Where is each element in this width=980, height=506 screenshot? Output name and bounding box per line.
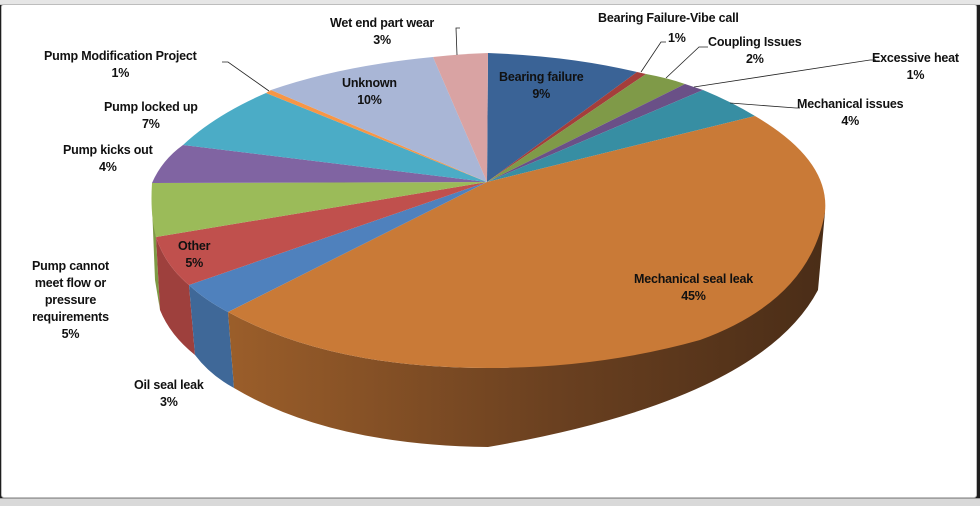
label-pct: 3% bbox=[160, 395, 178, 409]
label-name: Bearing failure bbox=[499, 70, 584, 84]
label-name: Mechanical issues bbox=[797, 97, 904, 111]
label-pct: 10% bbox=[357, 93, 382, 107]
label-pump-cannot: Pump cannot meet flow or pressure requir… bbox=[32, 258, 109, 343]
slice-other[interactable] bbox=[156, 182, 487, 285]
label-pct: 4% bbox=[841, 114, 860, 128]
label-bearing-failure: Bearing failure 9% bbox=[499, 69, 584, 103]
spreadsheet-bottom-strip bbox=[0, 498, 980, 506]
label-name: Bearing Failure-Vibe call bbox=[598, 11, 739, 25]
slice-unknown[interactable] bbox=[271, 57, 487, 182]
side-pump-cannot bbox=[152, 205, 160, 310]
label-mech-issues: Mechanical issues 4% bbox=[797, 96, 904, 130]
label-name: Oil seal leak bbox=[134, 378, 204, 392]
slice-bearing-failure[interactable] bbox=[487, 53, 637, 182]
label-name: Excessive heat bbox=[872, 51, 959, 65]
slice-excessive-heat[interactable] bbox=[487, 84, 703, 182]
label-pct: 1% bbox=[111, 66, 130, 80]
label-kicks-out: Pump kicks out 4% bbox=[63, 142, 153, 176]
slice-mod-project[interactable] bbox=[266, 90, 487, 182]
label-unknown: Unknown 10% bbox=[342, 75, 397, 109]
label-mod-project: Pump Modification Project 1% bbox=[44, 48, 197, 82]
label-other: Other 5% bbox=[178, 238, 211, 272]
label-line: meet flow or bbox=[34, 276, 107, 290]
label-name: Wet end part wear bbox=[330, 16, 435, 30]
label-pct: 4% bbox=[98, 160, 117, 174]
label-pct: 5% bbox=[61, 327, 80, 341]
label-pct: 45% bbox=[681, 289, 706, 303]
label-pct: 5% bbox=[185, 256, 203, 270]
slice-mech-issues[interactable] bbox=[487, 90, 755, 182]
label-name: Pump kicks out bbox=[63, 143, 153, 157]
label-oil-seal: Oil seal leak 3% bbox=[134, 377, 204, 411]
slice-pump-cannot[interactable] bbox=[151, 182, 488, 237]
label-locked-up: Pump locked up 7% bbox=[104, 99, 198, 133]
leader-lines bbox=[222, 27, 876, 109]
side-oil-seal bbox=[189, 285, 234, 388]
label-vibe-call: Bearing Failure-Vibe call bbox=[598, 10, 739, 27]
slice-mech-seal[interactable] bbox=[228, 116, 826, 368]
label-line: requirements bbox=[32, 310, 109, 324]
label-mech-seal: Mechanical seal leak 45% bbox=[634, 271, 753, 305]
label-coupling: Coupling Issues 2% bbox=[708, 34, 802, 68]
side-mech-seal bbox=[228, 212, 825, 447]
label-name: Pump Modification Project bbox=[44, 49, 197, 63]
slice-coupling[interactable] bbox=[487, 74, 685, 182]
label-pct: 7% bbox=[142, 117, 160, 131]
label-pct: 2% bbox=[745, 52, 764, 66]
label-pct: 9% bbox=[532, 87, 551, 101]
label-pct: 1% bbox=[906, 68, 925, 82]
label-name: Coupling Issues bbox=[708, 35, 802, 49]
label-pct: 1% bbox=[668, 31, 686, 45]
label-line: pressure bbox=[44, 293, 97, 307]
side-other bbox=[156, 237, 195, 355]
label-name: Mechanical seal leak bbox=[634, 272, 753, 286]
label-line: Pump cannot bbox=[32, 259, 109, 273]
slice-locked-up[interactable] bbox=[183, 93, 487, 182]
slice-kicks-out[interactable] bbox=[152, 145, 487, 183]
label-wet-end: Wet end part wear 3% bbox=[330, 15, 434, 49]
label-vibe-call-pct: 1% bbox=[668, 30, 686, 47]
label-name: Pump locked up bbox=[104, 100, 198, 114]
label-name: Unknown bbox=[342, 76, 397, 90]
label-excessive-heat: Excessive heat 1% bbox=[872, 50, 959, 84]
slice-wet-end[interactable] bbox=[433, 53, 488, 182]
slice-oil-seal[interactable] bbox=[189, 182, 487, 312]
label-name: Other bbox=[178, 239, 211, 253]
label-pct: 3% bbox=[373, 33, 391, 47]
slice-vibe-call[interactable] bbox=[487, 72, 646, 182]
